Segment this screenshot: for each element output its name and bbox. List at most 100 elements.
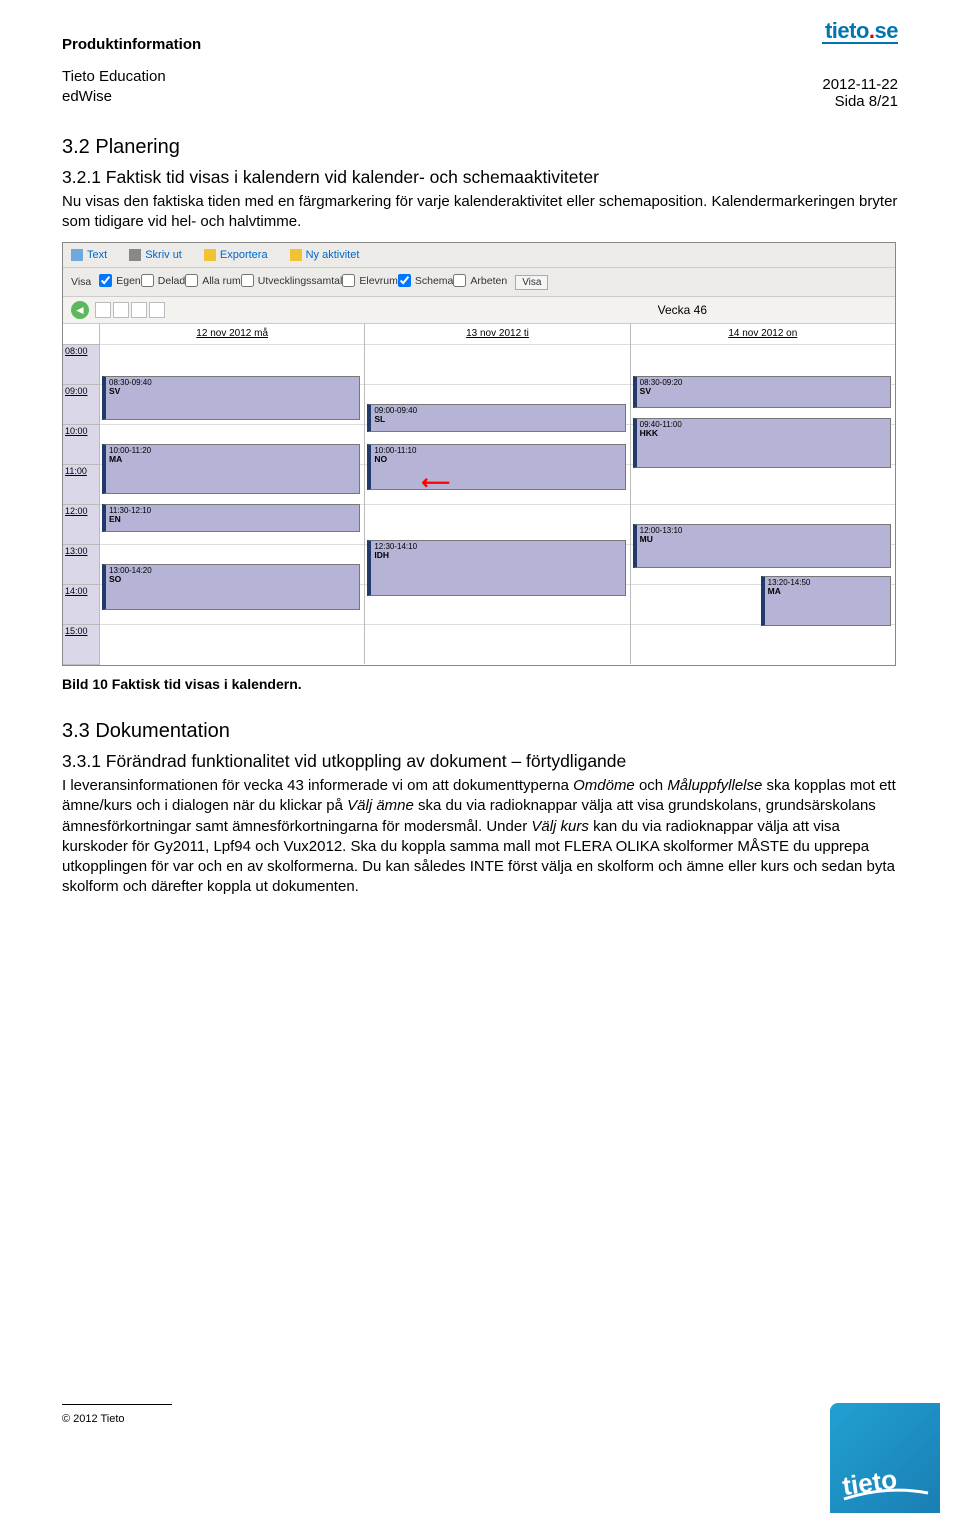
calendar-event[interactable]: 10:00-11:20MA [102,444,360,494]
checkbox-input[interactable] [342,274,355,287]
filter-checkbox[interactable]: Arbeten [453,274,507,287]
nav-month-btn[interactable] [131,302,147,318]
event-time: 08:30-09:20 [640,378,887,387]
checkbox-label: Alla rum [202,275,241,287]
event-subject: MU [640,535,887,545]
brand-se: se [875,18,898,43]
event-time: 10:00-11:10 [374,446,621,455]
screenshot-filter-row: Visa Egen Delad Alla rum Utvecklingssamtal E… [63,268,895,296]
checkbox-input[interactable] [453,274,466,287]
screenshot-toolbar: Text Skriv ut Exportera Ny aktivitet [63,243,895,268]
event-subject: SL [374,415,621,425]
hour-label: 09:00 [63,385,99,425]
calendar-event[interactable]: 11:30-12:10EN [102,504,360,532]
checkbox-input[interactable] [241,274,254,287]
checkbox-label: Utvecklingssamtal [258,275,343,287]
filter-label: Visa [71,276,91,288]
toolbar-new-activity[interactable]: Ny aktivitet [290,249,360,261]
checkbox-label: Elevrum [359,275,398,287]
calendar-event[interactable]: 08:30-09:20SV [633,376,891,408]
calendar-day-column: 13 nov 2012 ti09:00-09:40SL10:00-11:10NO… [365,324,630,664]
doc-subhead: Tieto Education edWise [62,67,898,108]
calendar-event[interactable]: 13:20-14:50MA [761,576,891,626]
hour-label: 15:00 [63,625,99,665]
hour-label: 10:00 [63,425,99,465]
calendar-event[interactable]: 12:00-13:10MU [633,524,891,568]
print-icon [129,249,141,261]
text-icon [71,249,83,261]
nav-list-btn[interactable] [149,302,165,318]
doc-title: Produktinformation [62,36,898,53]
event-time: 09:00-09:40 [374,406,621,415]
event-subject: SV [640,387,887,397]
filter-checkbox[interactable]: Egen [99,274,141,287]
day-header: 14 nov 2012 on [631,324,895,345]
doc-date: 2012-11-22 [822,76,898,93]
corner-logo: tieto [830,1403,940,1513]
section-3-3-1-body: I leveransinformationen för vecka 43 inf… [62,776,898,898]
checkbox-input[interactable] [398,274,411,287]
calendar-event[interactable]: 13:00-14:20SO [102,564,360,610]
event-time: 13:00-14:20 [109,566,356,575]
calendar-event[interactable]: 09:00-09:40SL [367,404,625,432]
nav-week-btn[interactable] [113,302,129,318]
event-subject: MA [768,587,887,597]
filter-checkbox[interactable]: Schema [398,274,454,287]
checkbox-label: Schema [415,275,454,287]
checkbox-input[interactable] [185,274,198,287]
view-button[interactable]: Visa [515,275,548,290]
section-3-2: 3.2 Planering [62,136,898,159]
toolbar-export[interactable]: Exportera [204,249,268,261]
event-subject: MA [109,455,356,465]
toolbar-text[interactable]: Text [71,249,107,261]
calendar-grid: 08:0009:0010:0011:0012:0013:0014:0015:00… [63,324,895,665]
header-right: tieto.se 2012-11-22 Sida 8/21 [822,18,898,110]
brand-tieto: tieto [825,18,869,43]
day-header: 12 nov 2012 må [100,324,364,345]
footnote-rule [62,1404,172,1405]
toolbar-print[interactable]: Skriv ut [129,249,182,261]
calendar-day-column: 12 nov 2012 må 08:30-09:40SV 10:00-11:20MA… [100,324,365,664]
checkbox-label: Delad [158,275,185,287]
event-time: 12:00-13:10 [640,526,887,535]
filter-checkbox[interactable]: Utvecklingssamtal [241,274,343,287]
filter-checkbox[interactable]: Delad [141,274,185,287]
calendar-columns: 12 nov 2012 må08:30-09:40SV10:00-11:20MA… [100,324,895,665]
event-subject: IDH [374,551,621,561]
export-icon [204,249,216,261]
calendar-event[interactable]: 12:30-14:10IDH [367,540,625,596]
company-name: Tieto Education [62,67,898,87]
event-time: 09:40-11:00 [640,420,887,429]
event-time: 10:00-11:20 [109,446,356,455]
event-subject: HKK [640,429,887,439]
nav-back-icon[interactable]: ◄ [71,301,89,319]
brand-logo: tieto.se [822,18,898,44]
filter-checkbox[interactable]: Alla rum [185,274,241,287]
hour-label: 12:00 [63,505,99,545]
document-page: Produktinformation Tieto Education edWis… [0,0,960,1533]
section-3-2-1-title: 3.2.1 Faktisk tid visas i kalendern vid … [62,167,898,188]
checkbox-input[interactable] [99,274,112,287]
calendar-hours-column: 08:0009:0010:0011:0012:0013:0014:0015:00 [63,324,100,665]
checkbox-label: Egen [116,275,141,287]
checkbox-input[interactable] [141,274,154,287]
event-time: 12:30-14:10 [374,542,621,551]
event-time: 08:30-09:40 [109,378,356,387]
filter-checkbox[interactable]: Elevrum [342,274,398,287]
product-name: edWise [62,87,898,107]
calendar-event[interactable]: 09:40-11:00HKK [633,418,891,468]
screenshot-nav-row: ◄ Vecka 46 [63,296,895,324]
checkbox-label: Arbeten [470,275,507,287]
event-time: 11:30-12:10 [109,506,356,515]
calendar-event[interactable]: 08:30-09:40SV [102,376,360,420]
new-icon [290,249,302,261]
section-3-2-1-body: Nu visas den faktiska tiden med en färgm… [62,192,898,233]
page-number: Sida 8/21 [822,93,898,110]
section-3-3: 3.3 Dokumentation [62,720,898,743]
event-subject: NO [374,455,621,465]
week-label: Vecka 46 [658,303,707,317]
hour-label: 11:00 [63,465,99,505]
nav-day-btn[interactable] [95,302,111,318]
event-subject: EN [109,515,356,525]
calendar-event[interactable]: 10:00-11:10NO [367,444,625,490]
